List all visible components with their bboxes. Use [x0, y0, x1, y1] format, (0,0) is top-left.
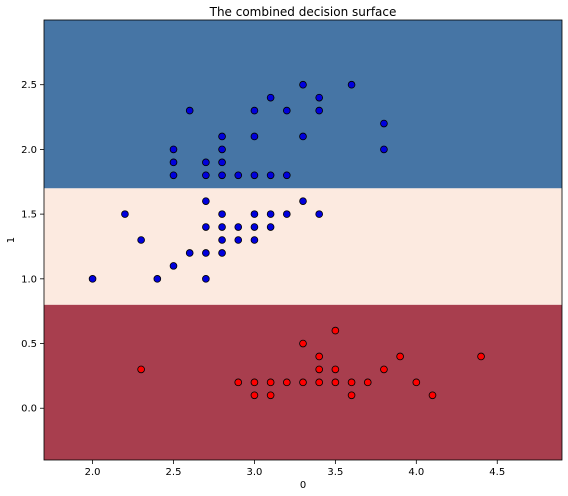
- y-tick-label: 2.5: [21, 80, 37, 91]
- scatter-point: [396, 352, 404, 361]
- scatter-point: [218, 223, 226, 231]
- scatter-point: [250, 132, 259, 141]
- scatter-point: [283, 378, 291, 387]
- scatter-point: [299, 197, 307, 205]
- scatter-point: [315, 365, 323, 374]
- chart-title: The combined decision surface: [209, 5, 397, 19]
- scatter-point: [169, 262, 178, 270]
- scatter-point: [88, 275, 97, 283]
- scatter-point: [299, 378, 307, 387]
- scatter-point: [218, 145, 226, 154]
- scatter-point: [315, 106, 323, 115]
- scatter-point: [299, 132, 307, 141]
- x-tick-label: 3.0: [246, 467, 262, 478]
- scatter-point: [169, 171, 178, 180]
- scatter-point: [299, 80, 307, 89]
- scatter-point: [477, 352, 485, 361]
- scatter-point: [250, 236, 259, 244]
- scatter-point: [315, 210, 323, 218]
- scatter-point: [218, 158, 226, 167]
- scatter-point: [266, 93, 275, 102]
- scatter-point: [185, 249, 194, 257]
- scatter-point: [137, 236, 145, 244]
- scatter-point: [315, 378, 323, 387]
- scatter-point: [363, 378, 372, 387]
- y-axis: 0.0 0.5 1.0 1.5 2.0 2.5: [21, 80, 44, 415]
- decision-region: [44, 188, 562, 305]
- scatter-point: [331, 365, 340, 374]
- scatter-point: [234, 236, 243, 244]
- scatter-point: [218, 249, 226, 257]
- x-tick-label: 2.0: [85, 467, 101, 478]
- scatter-point: [202, 275, 210, 283]
- y-tick-label: 2.0: [21, 145, 37, 156]
- data-points: [88, 80, 485, 400]
- scatter-point: [218, 236, 226, 244]
- scatter-point: [250, 391, 259, 400]
- scatter-point: [412, 378, 421, 387]
- scatter-point: [299, 339, 307, 348]
- scatter-point: [347, 391, 356, 400]
- scatter-point: [169, 158, 178, 167]
- scatter-point: [250, 223, 259, 231]
- scatter-point: [137, 365, 145, 374]
- scatter-point: [121, 210, 129, 218]
- plot-frame: [43, 19, 563, 461]
- scatter-point: [202, 158, 210, 167]
- scatter-point: [283, 106, 291, 115]
- scatter-point: [347, 80, 356, 89]
- scatter-point: [347, 378, 356, 387]
- scatter-point: [202, 171, 210, 180]
- scatter-point: [266, 210, 275, 218]
- y-tick-label: 0.5: [21, 339, 37, 350]
- scatter-point: [218, 210, 226, 218]
- x-tick-label: 4.0: [408, 467, 424, 478]
- y-tick-label: 0.0: [21, 404, 37, 415]
- x-axis-label: 0: [300, 480, 306, 491]
- x-tick-label: 2.5: [166, 467, 182, 478]
- scatter-point: [185, 106, 194, 115]
- scatter-point: [331, 326, 340, 335]
- scatter-point: [266, 378, 275, 387]
- y-axis-label: 1: [6, 237, 17, 243]
- scatter-point: [283, 171, 291, 180]
- scatter-point: [153, 275, 162, 283]
- scatter-point: [202, 197, 210, 205]
- scatter-point: [250, 210, 259, 218]
- y-tick-label: 1.5: [21, 210, 37, 221]
- scatter-point: [380, 119, 388, 128]
- scatter-point: [202, 223, 210, 231]
- scatter-point: [380, 145, 388, 154]
- decision-regions: [44, 20, 562, 460]
- scatter-point: [331, 378, 340, 387]
- scatter-point: [380, 365, 388, 374]
- scatter-point: [202, 249, 210, 257]
- x-tick-label: 4.5: [489, 467, 505, 478]
- scatter-point: [266, 171, 275, 180]
- scatter-point: [315, 93, 323, 102]
- scatter-point: [250, 106, 259, 115]
- scatter-point: [315, 352, 323, 361]
- x-axis: 2.0 2.5 3.0 3.5 4.0 4.5: [85, 460, 505, 478]
- scatter-point: [283, 210, 291, 218]
- scatter-point: [250, 378, 259, 387]
- scatter-point: [234, 378, 243, 387]
- scatter-point: [428, 391, 437, 400]
- y-tick-label: 1.0: [21, 274, 37, 285]
- scatter-point: [266, 391, 275, 400]
- scatter-point: [218, 171, 226, 180]
- scatter-point: [218, 132, 226, 141]
- scatter-point: [266, 223, 275, 231]
- scatter-point: [234, 223, 243, 231]
- decision-region: [44, 20, 562, 189]
- scatter-point: [169, 145, 178, 154]
- scatter-point: [234, 171, 243, 180]
- x-tick-label: 3.5: [327, 467, 343, 478]
- scatter-point: [250, 171, 259, 180]
